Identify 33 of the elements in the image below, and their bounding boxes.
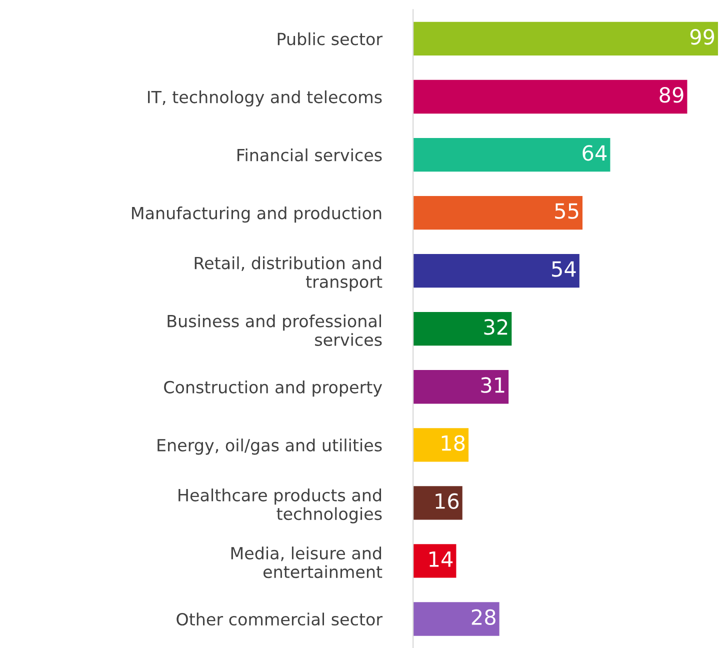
y-tick-label: Other commercial sector xyxy=(176,612,383,626)
y-tick-label: IT, technology and telecoms xyxy=(148,90,382,107)
bar xyxy=(413,138,610,172)
bar xyxy=(413,254,580,288)
data-label: 14 xyxy=(430,552,453,567)
y-tick-label: Media, leisure and entertainment xyxy=(231,546,382,578)
y-tick-label: Healthcare products and technologies xyxy=(178,488,382,524)
bar xyxy=(413,196,582,230)
data-label: 18 xyxy=(442,435,465,451)
data-label: 55 xyxy=(555,203,578,219)
bar xyxy=(413,428,469,462)
bar xyxy=(413,22,718,56)
bar xyxy=(413,312,512,346)
bar xyxy=(413,486,462,520)
y-tick-label: Business and professional services xyxy=(168,314,382,346)
data-label: 89 xyxy=(660,87,684,103)
data-label: 99 xyxy=(690,29,714,45)
bar xyxy=(413,602,500,636)
data-label: 32 xyxy=(484,319,508,335)
y-tick-label: Manufacturing and production xyxy=(132,206,382,223)
y-tick-label: Public sector xyxy=(278,32,383,46)
y-tick-label: Construction and property xyxy=(164,380,382,397)
data-label: 16 xyxy=(436,493,459,509)
bar xyxy=(413,370,509,404)
y-tick-label: Energy, oil/gas and utilities xyxy=(158,438,382,455)
bar xyxy=(413,80,688,114)
bar xyxy=(413,544,456,578)
data-label: 64 xyxy=(582,145,607,161)
data-label: 31 xyxy=(481,377,504,393)
y-tick-label: Financial services xyxy=(238,148,382,162)
data-label: 28 xyxy=(472,609,496,626)
y-tick-label: Retail, distribution and transport xyxy=(194,256,382,292)
data-label: 54 xyxy=(552,261,576,277)
